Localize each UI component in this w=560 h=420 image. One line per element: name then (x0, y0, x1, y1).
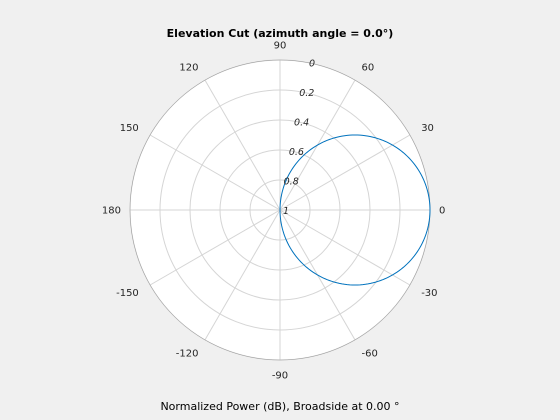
angle-tick-label: 120 (179, 63, 198, 74)
angle-tick-label: -30 (421, 288, 437, 299)
radial-tick-label: 1 (283, 206, 289, 217)
radial-tick-label: 0 (309, 58, 315, 69)
angle-tick-label: 30 (421, 123, 434, 134)
angular-grid-spoke-7 (149, 209, 281, 286)
angle-tick-label: -120 (176, 348, 199, 359)
angle-tick-label: 180 (102, 206, 121, 217)
angle-tick-label: -90 (272, 371, 288, 382)
radial-tick-label: 0.8 (284, 177, 299, 188)
angular-grid-spoke-4 (204, 79, 281, 211)
angle-tick-label: 150 (120, 123, 139, 134)
angular-grid-spoke-11 (279, 209, 411, 286)
angle-tick-label: -60 (362, 348, 378, 359)
angle-tick-label: 0 (439, 206, 445, 217)
angular-grid-spoke-1 (279, 134, 411, 211)
angle-tick-labels: 0 30 60 90 120 150 180 -150 -120 -90 -60 -30 (102, 41, 445, 382)
radial-tick-label: 0.6 (289, 147, 304, 158)
angular-grid-spoke-8 (204, 209, 281, 341)
series-line-0 (279, 134, 431, 286)
angle-tick-label: 90 (274, 41, 287, 52)
angular-grid-spoke-5 (149, 134, 281, 211)
series-layer (279, 134, 431, 286)
angle-tick-label: 60 (362, 63, 375, 74)
radial-tick-label: 0.4 (294, 117, 309, 128)
radial-tick-label: 0.2 (299, 88, 314, 99)
x-axis-label: Normalized Power (dB), Broadside at 0.00… (160, 400, 399, 413)
radial-tick-labels: 0 0.2 0.4 0.6 0.8 1 (283, 58, 315, 217)
angle-tick-label: -150 (116, 288, 139, 299)
chart-title: Elevation Cut (azimuth angle = 0.0°) (167, 27, 394, 40)
